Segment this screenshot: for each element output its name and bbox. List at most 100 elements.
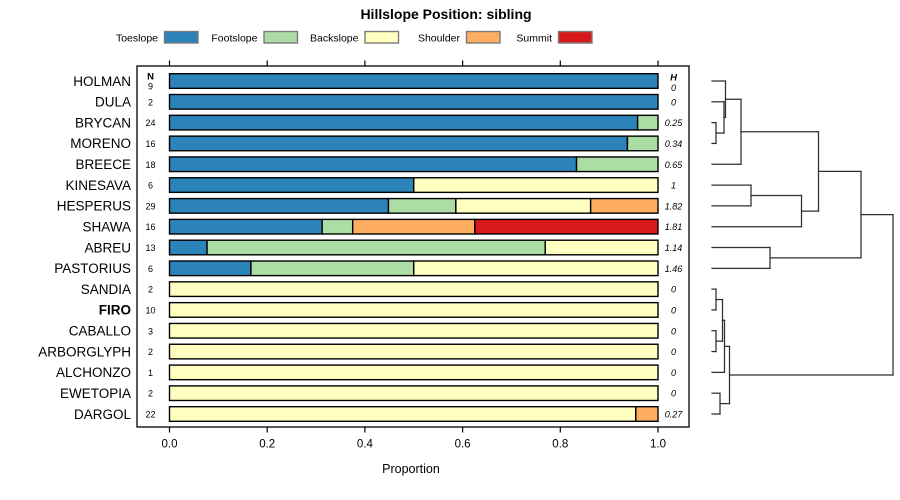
x-axis-tick-label: 0.0 bbox=[162, 439, 178, 451]
bar-row bbox=[168, 260, 659, 277]
h-value: 0 bbox=[671, 285, 676, 295]
bar-segment-toeslope bbox=[168, 114, 639, 131]
n-column-header: N bbox=[147, 72, 154, 83]
bar-row bbox=[168, 281, 659, 298]
legend-swatch bbox=[364, 30, 400, 44]
category-label: FIRO bbox=[99, 303, 131, 318]
n-value: 16 bbox=[145, 222, 155, 232]
bar-segment-footslope bbox=[250, 260, 415, 277]
bar-segment-toeslope bbox=[168, 239, 208, 256]
bar-segment-toeslope bbox=[168, 72, 659, 89]
bar-row bbox=[168, 72, 659, 89]
bar-segment-footslope bbox=[387, 197, 457, 214]
bar-segment-toeslope bbox=[168, 260, 252, 277]
bar-segment-toeslope bbox=[168, 177, 415, 194]
bar-segment-backslope bbox=[168, 281, 659, 298]
category-label: ALCHONZO bbox=[56, 365, 131, 380]
legend-item: Shoulder bbox=[418, 30, 501, 45]
bar-segment-backslope bbox=[168, 406, 637, 423]
bar-row bbox=[168, 343, 659, 360]
legend-swatch bbox=[465, 30, 501, 44]
h-value: 0 bbox=[671, 305, 676, 315]
h-value: 0 bbox=[671, 347, 676, 357]
n-value: 22 bbox=[145, 410, 155, 420]
bar-row bbox=[168, 301, 659, 318]
category-label: PASTORIUS bbox=[54, 261, 131, 276]
bar-segment-toeslope bbox=[168, 218, 323, 235]
bar-segment-backslope bbox=[168, 364, 659, 381]
category-label: EWETOPIA bbox=[60, 386, 131, 401]
x-axis-tick-label: 0.2 bbox=[259, 439, 275, 451]
bar-segment-shoulder bbox=[635, 406, 659, 423]
legend-item: Footslope bbox=[211, 30, 299, 45]
h-value: 0.27 bbox=[665, 410, 684, 420]
bar-row bbox=[168, 385, 659, 402]
category-label: CABALLO bbox=[69, 324, 131, 339]
n-value: 6 bbox=[148, 181, 153, 191]
bar-segment-toeslope bbox=[168, 93, 659, 110]
bar-segment-shoulder bbox=[589, 197, 659, 214]
bar-segment-backslope bbox=[168, 301, 659, 318]
h-value: 0.65 bbox=[665, 160, 684, 170]
bar-row bbox=[168, 177, 659, 194]
bar-segment-backslope bbox=[168, 322, 659, 339]
bar-segment-footslope bbox=[321, 218, 354, 235]
category-label: HOLMAN bbox=[73, 74, 131, 89]
legend-label: Toeslope bbox=[116, 33, 158, 45]
h-value: 0.34 bbox=[665, 139, 683, 149]
n-value: 2 bbox=[148, 97, 153, 107]
n-value: 2 bbox=[148, 347, 153, 357]
h-value: 1.82 bbox=[665, 201, 683, 211]
dendrogram-lines bbox=[711, 80, 894, 415]
bar-segment-footslope bbox=[626, 135, 659, 152]
n-value: 3 bbox=[148, 326, 153, 336]
h-value: 1 bbox=[671, 181, 676, 191]
bar-segment-backslope bbox=[544, 239, 659, 256]
bar-row bbox=[168, 156, 659, 173]
x-axis-tick-label: 1.0 bbox=[650, 439, 666, 451]
bar-row bbox=[168, 135, 659, 152]
dendrogram bbox=[711, 80, 894, 415]
h-column-header: H bbox=[670, 73, 678, 84]
h-value: 0 bbox=[671, 83, 676, 93]
legend-item: Toeslope bbox=[116, 30, 199, 45]
h-value: 0 bbox=[671, 326, 676, 336]
bar-segment-backslope bbox=[168, 343, 659, 360]
bar-row bbox=[168, 239, 659, 256]
n-value: 16 bbox=[145, 139, 155, 149]
category-label: SHAWA bbox=[82, 219, 131, 234]
bar-row bbox=[168, 218, 659, 235]
category-label: DULA bbox=[95, 95, 131, 110]
bar-row bbox=[168, 322, 659, 339]
h-value: 0.25 bbox=[665, 118, 684, 128]
x-axis-tick-label: 0.6 bbox=[455, 439, 471, 451]
legend-swatch bbox=[557, 30, 593, 44]
n-value: 18 bbox=[145, 160, 155, 170]
bar-row bbox=[168, 93, 659, 110]
legend-item: Backslope bbox=[310, 30, 400, 45]
bar-segment-backslope bbox=[168, 385, 659, 402]
category-label: BREECE bbox=[75, 157, 131, 172]
bar-row bbox=[168, 114, 659, 131]
bar-segment-toeslope bbox=[168, 135, 629, 152]
n-value: 6 bbox=[148, 264, 153, 274]
legend-label: Backslope bbox=[310, 33, 359, 45]
category-label: SANDIA bbox=[81, 282, 131, 297]
bar-segment-toeslope bbox=[168, 197, 390, 214]
n-value: 9 bbox=[148, 82, 153, 92]
h-value: 0 bbox=[671, 97, 676, 107]
bars-group bbox=[168, 72, 659, 423]
h-value: 0 bbox=[671, 389, 676, 399]
n-value: 13 bbox=[145, 243, 155, 253]
h-value: 1.46 bbox=[665, 264, 683, 274]
plot-box bbox=[136, 65, 690, 428]
category-label: MORENO bbox=[70, 136, 131, 151]
category-label: HESPERUS bbox=[57, 199, 131, 214]
n-value: 24 bbox=[145, 118, 155, 128]
legend-swatch bbox=[263, 30, 299, 44]
bar-segment-shoulder bbox=[351, 218, 476, 235]
bar-segment-footslope bbox=[636, 114, 659, 131]
category-label: BRYCAN bbox=[75, 115, 131, 130]
